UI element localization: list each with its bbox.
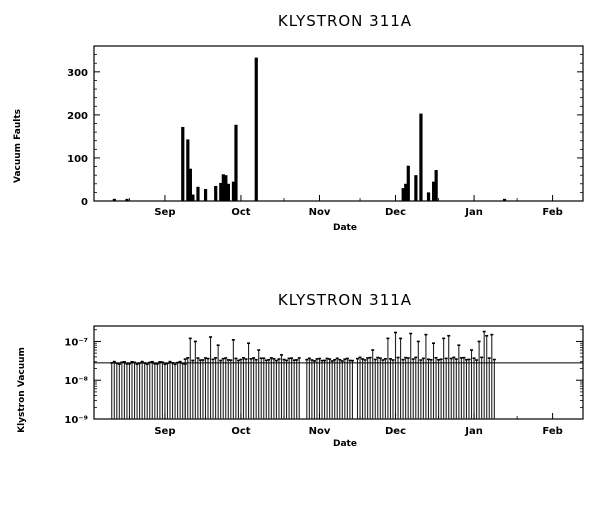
top-bar <box>186 139 190 201</box>
top-chart-title: KLYSTRON 311A <box>278 12 412 30</box>
top-chart-marks: 0 100 200 300 Sep Oct Nov Dec Jan Feb <box>67 54 583 218</box>
top-plot-frame <box>93 45 584 202</box>
top-ytick-label: 300 <box>67 68 88 79</box>
top-xtick-label: Dec <box>385 207 406 218</box>
top-bar <box>406 165 410 201</box>
bottom-plot-frame <box>93 325 584 420</box>
bottom-xtick-label: Nov <box>309 426 331 437</box>
top-bar <box>254 57 258 201</box>
top-bar <box>404 183 408 201</box>
top-bar <box>432 181 436 201</box>
top-bar <box>226 183 230 201</box>
bottom-chart-ylabel: Klystron Vacuum <box>17 347 27 433</box>
bottom-ytick-label: 10⁻⁸ <box>64 376 88 387</box>
top-bar <box>221 174 225 201</box>
top-ytick-label: 0 <box>81 197 88 208</box>
bottom-ytick-label: 10⁻⁹ <box>64 415 88 426</box>
top-bar <box>401 188 405 201</box>
bottom-xtick-label: Oct <box>231 426 250 437</box>
bottom-xtick-label: Dec <box>385 426 406 437</box>
top-bar <box>231 181 236 201</box>
top-chart: KLYSTRON 311A 0 100 200 300 Sep Oct Nov Dec Jan F… <box>13 12 584 233</box>
top-ytick-label: 200 <box>67 111 88 122</box>
top-bar <box>125 198 129 201</box>
top-bar <box>434 170 438 201</box>
top-xtick-label: Oct <box>231 207 250 218</box>
top-bar <box>502 198 507 201</box>
top-bar <box>191 194 195 201</box>
top-chart-xlabel: Date <box>333 223 357 233</box>
top-ytick-label: 100 <box>67 154 88 165</box>
top-bar <box>224 175 228 201</box>
top-bar <box>214 185 218 201</box>
top-bar <box>188 168 192 201</box>
bottom-chart-title: KLYSTRON 311A <box>278 291 412 309</box>
top-bar <box>112 198 116 201</box>
top-chart-ylabel: Vacuum Faults <box>13 109 23 183</box>
top-bar <box>234 124 238 201</box>
top-xtick-label: Jan <box>464 207 483 218</box>
top-bar <box>426 192 431 201</box>
bottom-chart-xlabel: Date <box>333 439 357 449</box>
top-xtick-label: Feb <box>542 207 562 218</box>
top-bar <box>414 175 418 201</box>
top-bar <box>419 113 423 201</box>
top-xtick-label: Nov <box>309 207 331 218</box>
top-bar <box>219 182 223 201</box>
bottom-ytick-label: 10⁻⁷ <box>64 337 88 348</box>
top-bar <box>196 186 200 201</box>
top-xtick-label: Sep <box>154 207 175 218</box>
bottom-xtick-label: Sep <box>154 426 175 437</box>
top-bar <box>181 126 185 201</box>
bottom-chart: KLYSTRON 311A 10⁻⁹ 10⁻⁸ 10⁻⁷ Sep Oct Nov Dec Ja… <box>17 291 584 449</box>
bottom-xtick-label: Feb <box>542 426 562 437</box>
bottom-xtick-label: Jan <box>464 426 483 437</box>
bottom-chart-marks: 10⁻⁹ 10⁻⁸ 10⁻⁷ Sep Oct Nov Dec Jan Feb <box>64 329 583 437</box>
top-bar <box>203 188 208 201</box>
